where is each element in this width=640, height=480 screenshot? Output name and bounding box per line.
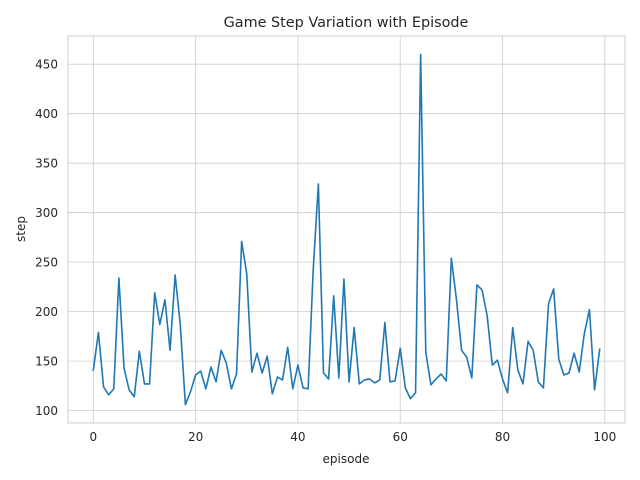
- x-tick-label: 60: [393, 430, 408, 444]
- x-tick-label: 0: [89, 430, 97, 444]
- y-tick-label: 300: [35, 206, 58, 220]
- y-tick-label: 200: [35, 305, 58, 319]
- series-layer: [92, 53, 601, 406]
- y-tick-labels: 100 150 200 250 300 350 400 450: [35, 58, 58, 418]
- x-tick-label: 100: [593, 430, 616, 444]
- x-tick-label: 40: [290, 430, 305, 444]
- series-line: [92, 53, 601, 406]
- x-tick-label: 20: [188, 430, 203, 444]
- y-tick-label: 450: [35, 58, 58, 72]
- axes-frame: [67, 35, 626, 424]
- chart-title: Game Step Variation with Episode: [224, 15, 469, 31]
- x-axis-label: episode: [323, 452, 370, 466]
- y-tick-label: 250: [35, 256, 58, 270]
- y-axis-label: step: [14, 216, 28, 242]
- y-tick-label: 350: [35, 157, 58, 171]
- grid-lines: [68, 36, 625, 423]
- y-tick-label: 100: [35, 404, 58, 418]
- x-tick-label: 80: [495, 430, 510, 444]
- y-tick-label: 400: [35, 107, 58, 121]
- x-tick-labels: 0 20 40 60 80 100: [89, 430, 616, 444]
- plot-area: [67, 35, 626, 424]
- y-tick-label: 150: [35, 355, 58, 369]
